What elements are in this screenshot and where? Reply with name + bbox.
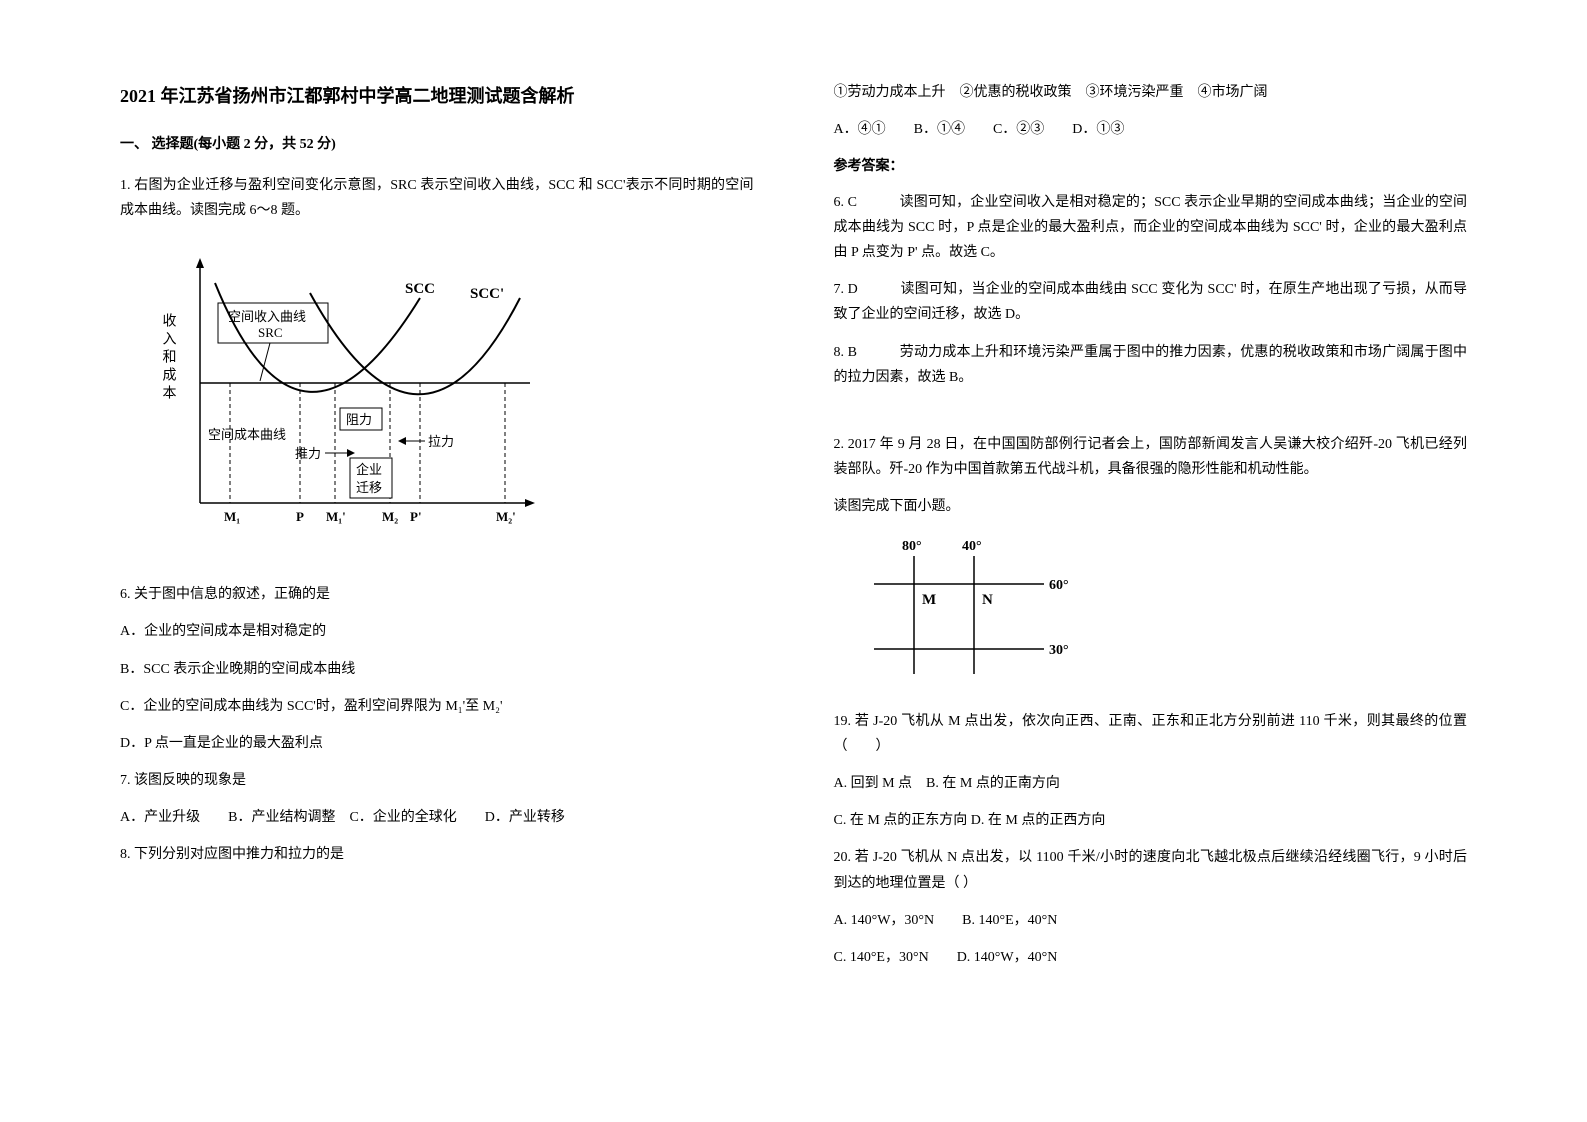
q6-opt-b: B．SCC 表示企业晚期的空间成本曲线: [120, 657, 754, 682]
q6-opt-c: C．企业的空间成本曲线为 SCC'时，盈利空间界限为 M₁'至 M₂': [120, 694, 754, 719]
svg-text:迁移: 迁移: [356, 480, 382, 495]
q19-opt-a: A. 回到 M 点 B. 在 M 点的正南方向: [834, 771, 1468, 796]
svg-text:企业: 企业: [356, 462, 382, 477]
svg-text:30°: 30°: [1049, 643, 1069, 658]
q8-stem: 8. 下列分别对应图中推力和拉力的是: [120, 842, 754, 867]
svg-text:空间成本曲线: 空间成本曲线: [208, 427, 286, 442]
chart-src-scc: 收 入 和 成 本 空间收入曲线 SRC SCC SCC': [150, 243, 754, 552]
q2-sub: 读图完成下面小题。: [834, 494, 1468, 519]
answer-label: 参考答案：: [834, 154, 1468, 179]
svg-text:M: M: [922, 592, 936, 608]
svg-text:推力: 推力: [295, 446, 321, 461]
svg-text:60°: 60°: [1049, 578, 1069, 593]
map-grid: 80° 40° 60° 30° M N: [854, 534, 1468, 693]
svg-text:入: 入: [161, 331, 177, 345]
ans7: 7. D 读图可知，当企业的空间成本曲线由 SCC 变化为 SCC' 时，在原生…: [834, 277, 1468, 327]
svg-text:拉力: 拉力: [428, 434, 454, 449]
q20-opt-c: C. 140°E，30°N D. 140°W，40°N: [834, 945, 1468, 970]
q20-opt-a: A. 140°W，30°N B. 140°E，40°N: [834, 908, 1468, 933]
svg-text:M₁: M₁: [224, 509, 240, 524]
q19-opt-c: C. 在 M 点的正东方向 D. 在 M 点的正西方向: [834, 808, 1468, 833]
svg-text:P: P: [296, 509, 304, 524]
svg-text:P': P': [410, 509, 422, 524]
svg-text:SCC': SCC': [470, 286, 504, 302]
ans6: 6. C 读图可知，企业空间收入是相对稳定的；SCC 表示企业早期的空间成本曲线…: [834, 190, 1468, 266]
svg-text:和: 和: [161, 349, 177, 363]
q7-stem: 7. 该图反映的现象是: [120, 768, 754, 793]
svg-text:M₂: M₂: [382, 509, 398, 524]
q7-opts: A．产业升级 B．产业结构调整 C．企业的全球化 D．产业转移: [120, 805, 754, 830]
svg-text:SRC: SRC: [258, 325, 283, 340]
q2-intro: 2. 2017 年 9 月 28 日，在中国国防部例行记者会上，国防部新闻发言人…: [834, 432, 1468, 482]
q8-opts: A．④① B．①④ C．②③ D．①③: [834, 117, 1468, 142]
q1-intro: 1. 右图为企业迁移与盈利空间变化示意图，SRC 表示空间收入曲线，SCC 和 …: [120, 173, 754, 223]
svg-text:本: 本: [161, 385, 177, 399]
section-header: 一、 选择题(每小题 2 分，共 52 分): [120, 132, 754, 157]
svg-text:阻力: 阻力: [346, 412, 372, 427]
svg-text:M₂': M₂': [496, 509, 516, 524]
q20-stem: 20. 若 J-20 飞机从 N 点出发，以 1100 千米/小时的速度向北飞越…: [834, 845, 1468, 895]
ans8: 8. B 劳动力成本上升和环境污染严重属于图中的推力因素，优惠的税收政策和市场广…: [834, 340, 1468, 390]
page-title: 2021 年江苏省扬州市江都郭村中学高二地理测试题含解析: [120, 80, 754, 112]
q6-stem: 6. 关于图中信息的叙述，正确的是: [120, 582, 754, 607]
svg-text:空间收入曲线: 空间收入曲线: [228, 309, 306, 324]
q19-stem: 19. 若 J-20 飞机从 M 点出发，依次向正西、正南、正东和正北方分别前进…: [834, 709, 1468, 759]
svg-text:40°: 40°: [962, 539, 982, 554]
svg-text:SCC: SCC: [405, 281, 435, 297]
q6-opt-a: A．企业的空间成本是相对稳定的: [120, 619, 754, 644]
svg-text:N: N: [982, 592, 993, 608]
svg-text:M₁': M₁': [326, 509, 346, 524]
svg-text:收: 收: [161, 313, 177, 327]
svg-text:成: 成: [161, 367, 177, 382]
q6-opt-d: D．P 点一直是企业的最大盈利点: [120, 731, 754, 756]
q8-line1: ①劳动力成本上升 ②优惠的税收政策 ③环境污染严重 ④市场广阔: [834, 80, 1468, 105]
svg-text:80°: 80°: [902, 539, 922, 554]
